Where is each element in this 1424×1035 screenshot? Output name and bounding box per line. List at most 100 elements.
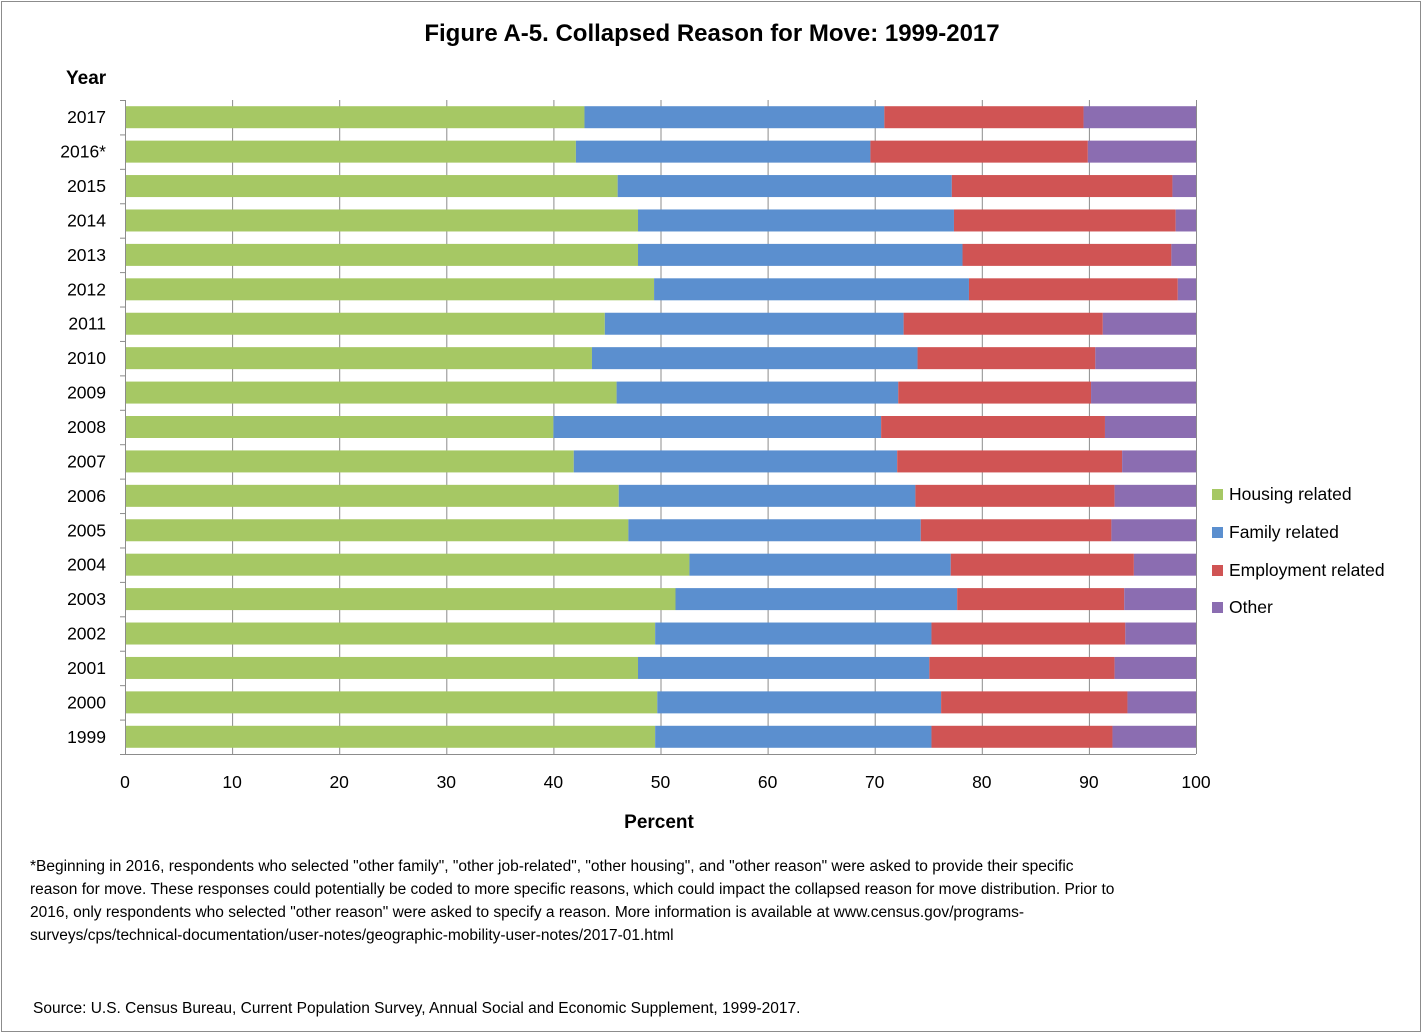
bar-segment-other [1114,656,1196,679]
bar-segment-other [1104,416,1196,438]
bar-segment-family-related [604,312,904,335]
bar-segment-family-related [657,691,942,714]
bar-segment-employment-related [870,140,1088,163]
y-tick-label: 2005 [67,520,106,540]
legend-label: Employment related [1229,559,1385,580]
bar-segment-housing-related [125,691,658,714]
x-tick-label: 60 [758,772,778,792]
bar-segment-other [1087,140,1196,163]
y-tick-label: 2001 [67,658,106,678]
y-tick-label: 2014 [67,210,106,230]
bar-segment-family-related [675,588,958,611]
bar-segment-employment-related [962,243,1172,266]
footnote-line: 2016, only respondents who selected "oth… [30,904,1025,921]
bar-segment-family-related [638,656,930,679]
bar-segment-family-related [591,347,918,370]
legend-swatch [1212,489,1223,501]
bar-segment-other [1091,381,1196,404]
bar-segment-other [1177,278,1196,301]
bar-segment-housing-related [125,175,618,198]
bar-segment-employment-related [897,450,1123,473]
bar-segment-employment-related [931,725,1113,748]
bar-segment-housing-related [125,725,656,748]
bar-segment-employment-related [951,175,1173,198]
y-tick-label: 2010 [67,348,106,368]
bar-segment-housing-related [125,243,639,266]
bar-segment-family-related [618,484,916,507]
bar-segment-family-related [655,622,932,645]
bar-segment-employment-related [915,484,1115,507]
bar-segment-housing-related [125,312,605,335]
bar-segment-employment-related [881,416,1105,438]
footnote-line: *Beginning in 2016, respondents who sele… [30,858,1074,875]
y-tick-label: 2008 [67,417,106,437]
bar-segment-other [1112,725,1196,748]
bar-segment-family-related [655,725,932,748]
bar-segment-housing-related [125,450,574,473]
bar-segment-employment-related [968,278,1178,301]
bar-segment-family-related [616,381,899,404]
bar-segment-family-related [575,140,871,163]
source-note: Source: U.S. Census Bureau, Current Popu… [33,1000,801,1017]
y-tick-label: 2012 [67,279,106,299]
bar-segment-other [1083,106,1196,129]
y-tick-label: 2011 [68,314,106,334]
bar-segment-employment-related [920,519,1112,542]
y-tick-label: 1999 [67,727,106,747]
bar-segment-other [1133,553,1196,576]
bar-segment-other [1172,175,1196,198]
bar-segment-family-related [573,450,898,473]
bar-segment-other [1122,450,1196,473]
bar-segment-employment-related [929,656,1115,679]
bar-segment-other [1102,312,1196,335]
x-tick-label: 90 [1079,772,1099,792]
bar-segment-family-related [617,175,952,198]
x-tick-label: 100 [1181,772,1210,792]
bar-segment-housing-related [125,588,676,611]
y-tick-label: 2000 [67,692,106,712]
bar-segment-family-related [638,209,954,232]
bar-segment-employment-related [953,209,1176,232]
y-tick-label: 2015 [67,176,106,196]
bar-segment-employment-related [931,622,1126,645]
bar-segment-housing-related [125,106,585,129]
legend-swatch [1212,564,1223,576]
bar-segment-housing-related [125,278,655,301]
bar-segment-family-related [689,553,951,576]
legend-item: Housing related [1212,476,1385,514]
bar-segment-employment-related [898,381,1092,404]
bar-segment-housing-related [125,484,619,507]
y-tick-label: 2013 [67,245,106,265]
bar-segment-other [1095,347,1196,370]
bar-segment-other [1125,622,1196,645]
y-axis-label: Year [66,68,107,89]
x-tick-label: 50 [651,772,671,792]
bar-segment-family-related [584,106,885,129]
footnote-line: surveys/cps/technical-documentation/user… [30,927,674,944]
x-tick-label: 10 [222,772,242,792]
bar-segment-employment-related [950,553,1134,576]
legend-label: Family related [1229,522,1339,543]
bar-segment-employment-related [917,347,1096,370]
legend-label: Housing related [1229,484,1352,505]
bar-segment-housing-related [125,519,629,542]
bar-segment-other [1111,519,1196,542]
y-tick-label: 2006 [67,486,106,506]
legend-item: Other [1212,589,1385,627]
x-tick-label: 20 [329,772,349,792]
bar-segment-housing-related [125,553,690,576]
bar-segment-family-related [654,278,969,301]
bar-segment-housing-related [125,416,554,438]
bar-segment-housing-related [125,347,592,370]
x-tick-label: 70 [865,772,885,792]
legend: Housing related Family related Employment … [1212,476,1385,627]
bar-segment-housing-related [125,656,639,679]
bar-segment-employment-related [884,106,1084,129]
y-tick-label: 2016* [60,142,106,162]
chart-title: Figure A-5. Collapsed Reason for Move: 1… [424,20,1000,47]
bar-segment-family-related [628,519,921,542]
x-tick-label: 0 [120,772,130,792]
y-tick-label: 2004 [67,555,106,575]
